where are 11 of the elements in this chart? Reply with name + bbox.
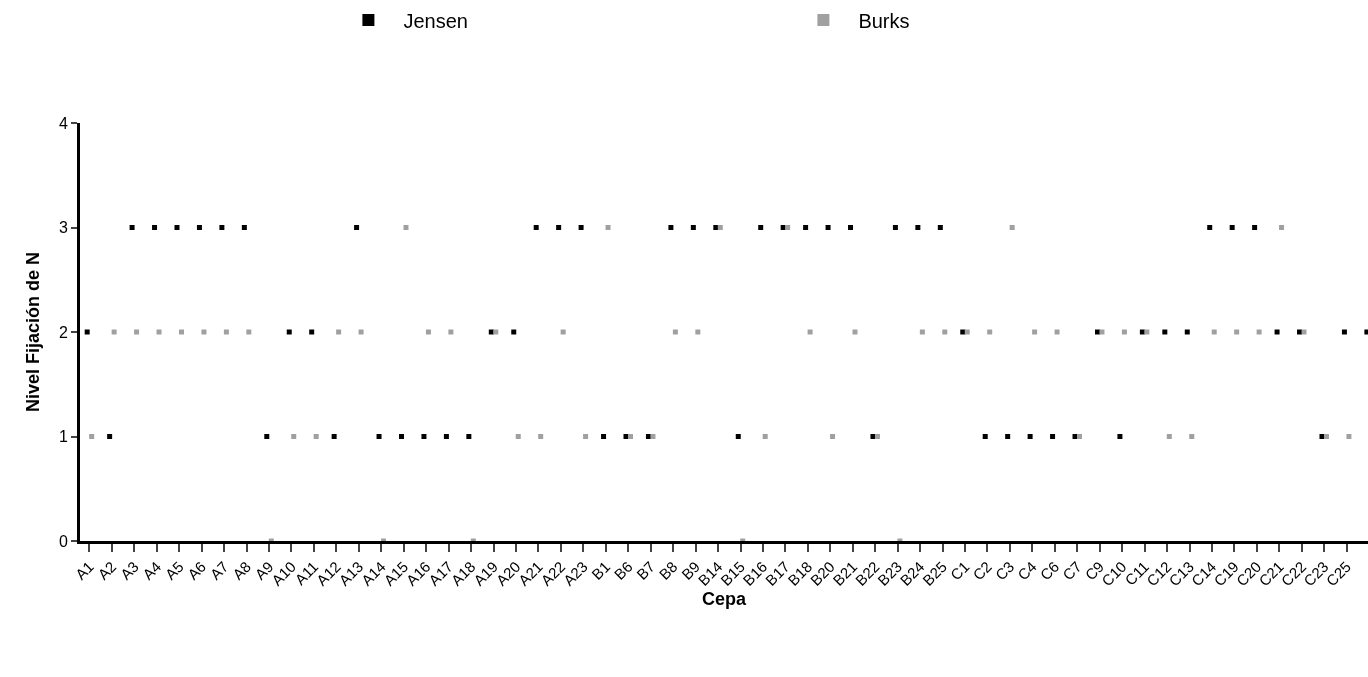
y-tick-label: 1 bbox=[58, 428, 68, 446]
y-tick-label: 2 bbox=[58, 323, 68, 341]
x-axis-title: Cepa bbox=[701, 589, 747, 610]
legend-label: Burks bbox=[858, 9, 910, 32]
y-tick-label: 3 bbox=[58, 219, 68, 237]
x-tick-label: A1 bbox=[71, 557, 97, 583]
x-tick-label: A8 bbox=[229, 557, 254, 583]
legend-label: Jensen bbox=[403, 9, 468, 32]
y-axis-title: Nivel Fijación de N bbox=[23, 251, 44, 413]
y-tick-label: 0 bbox=[58, 532, 68, 550]
y-tick-label: 4 bbox=[58, 114, 68, 132]
